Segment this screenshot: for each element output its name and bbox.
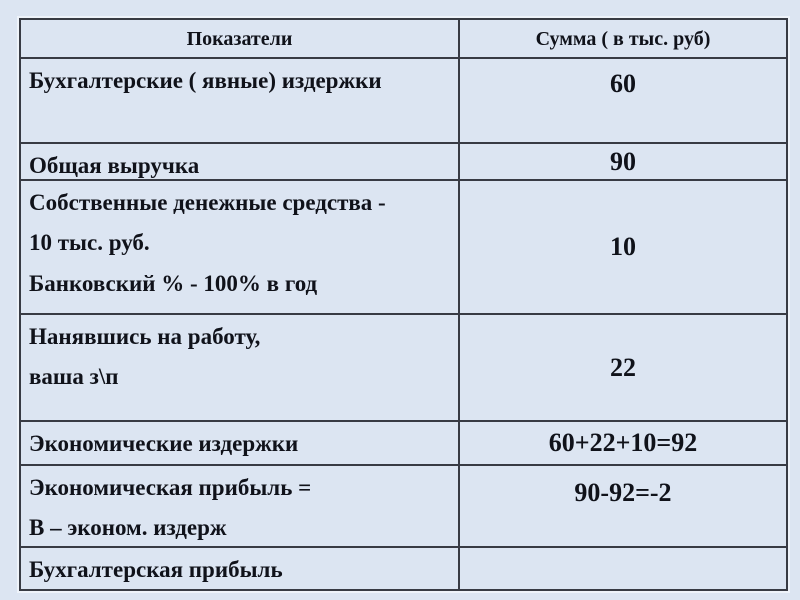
row-label-line: Бухгалтерские ( явные) издержки	[29, 68, 382, 93]
row-value: 90-92=-2	[574, 478, 672, 507]
row-label-line: Экономическая прибыль =	[29, 475, 312, 500]
row-label-line: Экономические издержки	[29, 431, 299, 456]
row-label-line: Бухгалтерская прибыль	[29, 557, 283, 582]
row-label: Нанявшись на работу, ваша з\п	[21, 315, 460, 420]
row-value: 60+22+10=92	[548, 428, 698, 457]
row-value: 22	[610, 352, 636, 382]
row-label-line: Банковский % - 100% в год	[29, 270, 318, 296]
row-label: Экономическая прибыль = В – эконом. изде…	[21, 466, 460, 546]
row-value: 10	[610, 232, 636, 261]
table-row-economic-costs: Экономические издержки 60+22+10=92	[21, 422, 786, 466]
table-row-accounting-costs: Бухгалтерские ( явные) издержки 60	[21, 59, 786, 144]
row-label-line: Общая выручка	[29, 153, 200, 178]
table-header-row: Показатели Сумма ( в тыс. руб)	[21, 20, 786, 59]
table-row-total-revenue: Общая выручка 90	[21, 144, 786, 181]
row-label: Собственные денежные средства - 10 тыс. …	[21, 181, 460, 313]
row-label: Общая выручка	[21, 144, 460, 179]
column-header-sum: Сумма ( в тыс. руб)	[535, 27, 711, 50]
indicators-table: Показатели Сумма ( в тыс. руб) Бухгалтер…	[19, 18, 788, 591]
row-value	[460, 548, 786, 589]
row-value: 90	[610, 146, 636, 176]
row-label: Экономические издержки	[21, 422, 460, 464]
column-header-indicators: Показатели	[21, 20, 460, 57]
row-value: 60	[610, 69, 636, 98]
table-row-economic-profit: Экономическая прибыль = В – эконом. изде…	[21, 466, 786, 548]
row-label: Бухгалтерские ( явные) издержки	[21, 59, 460, 142]
table-row-own-funds: Собственные денежные средства - 10 тыс. …	[21, 181, 786, 315]
row-label-line: 10 тыс. руб.	[29, 230, 150, 256]
row-label-line: Собственные денежные средства -	[29, 190, 386, 215]
table-row-accounting-profit: Бухгалтерская прибыль	[21, 548, 786, 589]
row-label-line: ваша з\п	[29, 364, 119, 390]
row-label-line: Нанявшись на работу,	[29, 324, 261, 349]
table-row-wage: Нанявшись на работу, ваша з\п 22	[21, 315, 786, 422]
row-label: Бухгалтерская прибыль	[21, 548, 460, 589]
row-label-line: В – эконом. издерж	[29, 515, 227, 541]
